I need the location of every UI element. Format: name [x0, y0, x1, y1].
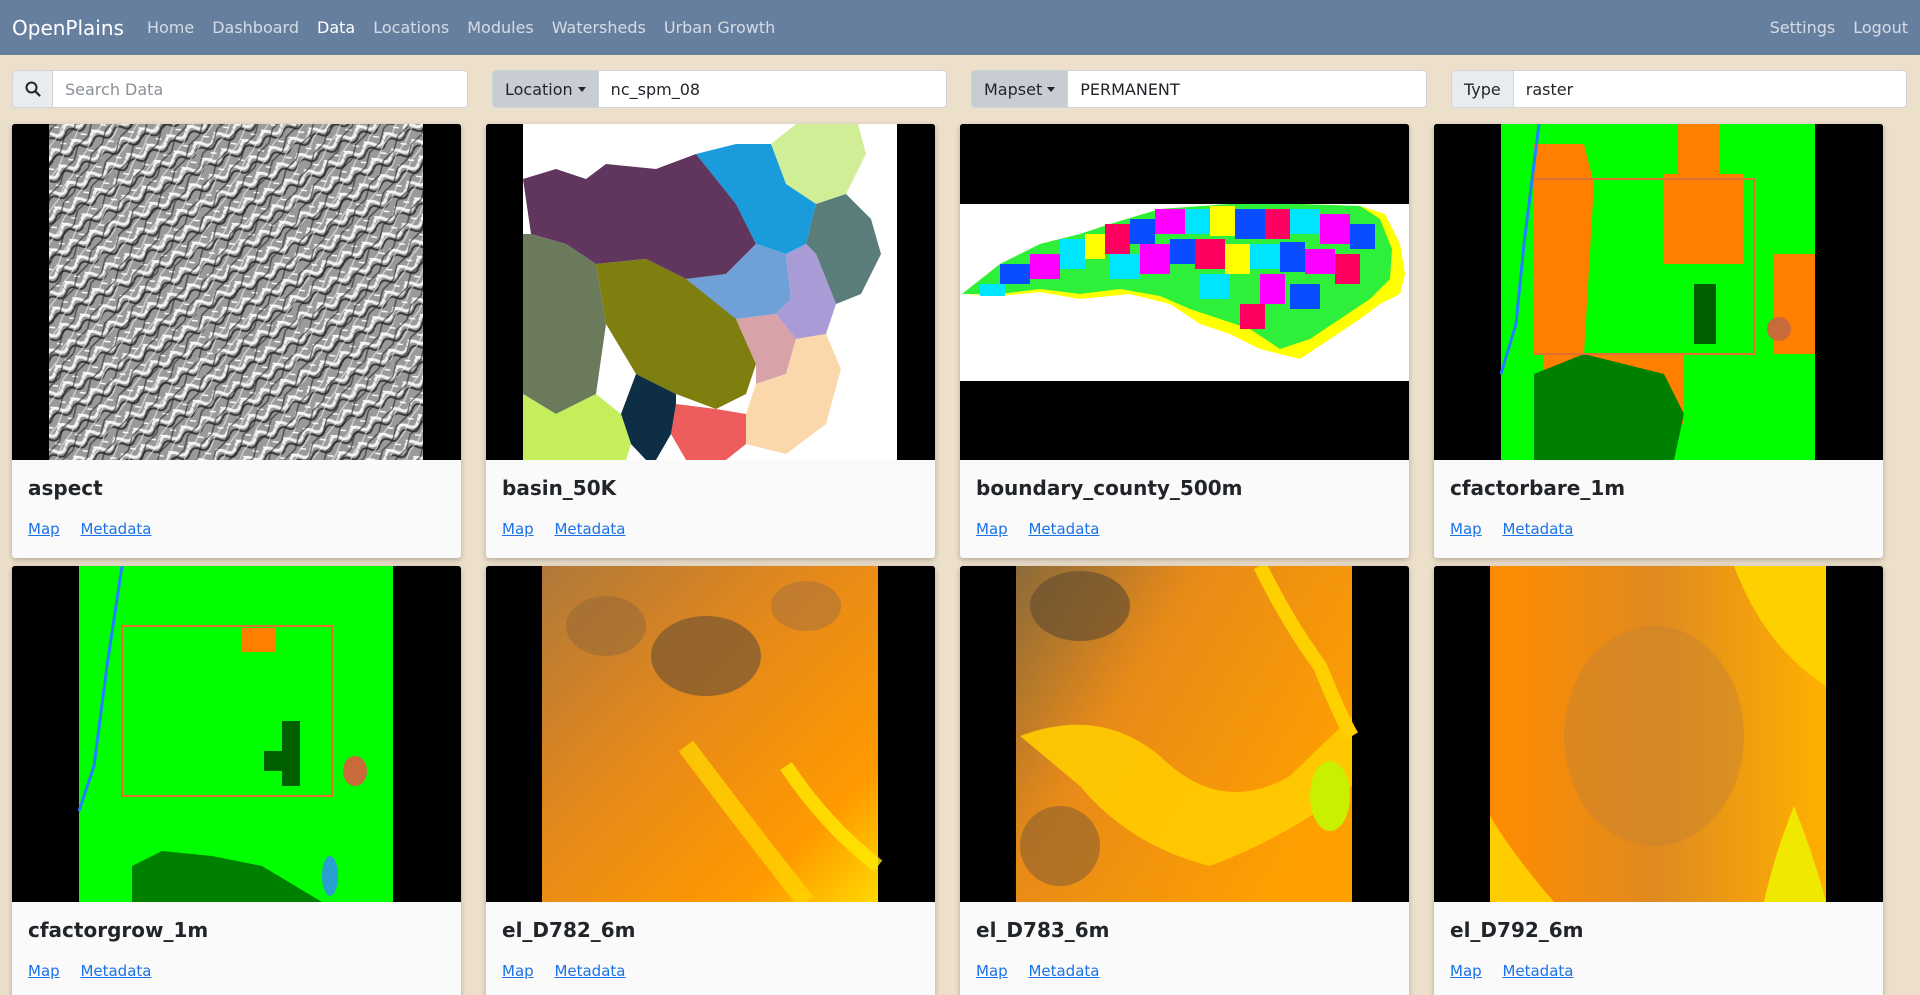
card-links: Map Metadata — [1450, 962, 1589, 980]
mapset-dropdown-button[interactable]: Mapset — [971, 70, 1068, 108]
thumbnail-boundary-county-500m[interactable] — [960, 124, 1409, 460]
nav-right-group: Settings Logout — [1752, 18, 1908, 37]
metadata-link[interactable]: Metadata — [80, 520, 152, 538]
nav-urban-growth[interactable]: Urban Growth — [663, 18, 776, 37]
card-links: Map Metadata — [502, 962, 641, 980]
map-link[interactable]: Map — [1450, 962, 1482, 980]
card-title: aspect — [28, 476, 103, 500]
data-card-cfactorgrow-1m: cfactorgrow_1m Map Metadata — [12, 566, 461, 995]
mapset-label: Mapset — [984, 79, 1043, 99]
location-group: Location nc_spm_08 — [492, 70, 947, 108]
nav-watersheds[interactable]: Watersheds — [551, 18, 646, 37]
card-title: cfactorgrow_1m — [28, 918, 209, 942]
nav-settings[interactable]: Settings — [1769, 18, 1836, 37]
card-title: el_D783_6m — [976, 918, 1110, 942]
nav-logout[interactable]: Logout — [1853, 18, 1908, 37]
location-dropdown-button[interactable]: Location — [492, 70, 598, 108]
metadata-link[interactable]: Metadata — [1502, 962, 1574, 980]
map-link[interactable]: Map — [976, 520, 1008, 538]
card-title: boundary_county_500m — [976, 476, 1243, 500]
map-link[interactable]: Map — [502, 520, 534, 538]
thumbnail-el-d782-6m[interactable] — [486, 566, 935, 902]
mapset-field[interactable]: PERMANENT — [1067, 70, 1427, 108]
card-links: Map Metadata — [28, 962, 167, 980]
data-card-el-d782-6m: el_D782_6m Map Metadata — [486, 566, 935, 995]
card-title: cfactorbare_1m — [1450, 476, 1626, 500]
data-card-basin-50k: basin_50K Map Metadata — [486, 124, 935, 558]
metadata-link[interactable]: Metadata — [554, 520, 626, 538]
metadata-link[interactable]: Metadata — [1502, 520, 1574, 538]
data-card-el-d792-6m: el_D792_6m Map Metadata — [1434, 566, 1883, 995]
metadata-link[interactable]: Metadata — [80, 962, 152, 980]
nav-modules[interactable]: Modules — [467, 18, 534, 37]
data-card-el-d783-6m: el_D783_6m Map Metadata — [960, 566, 1409, 995]
metadata-link[interactable]: Metadata — [1028, 962, 1100, 980]
map-link[interactable]: Map — [28, 962, 60, 980]
type-label: Type — [1451, 70, 1513, 108]
top-navbar: OpenPlains Home Dashboard Data Locations… — [0, 0, 1920, 55]
search-group — [12, 70, 468, 108]
chevron-down-icon — [1047, 86, 1056, 92]
thumbnail-el-d792-6m[interactable] — [1434, 566, 1883, 902]
search-button[interactable] — [12, 70, 52, 108]
nav-dashboard[interactable]: Dashboard — [212, 18, 300, 37]
type-field[interactable]: raster — [1512, 70, 1907, 108]
map-link[interactable]: Map — [976, 962, 1008, 980]
location-field[interactable]: nc_spm_08 — [597, 70, 947, 108]
card-title: basin_50K — [502, 476, 617, 500]
chevron-down-icon — [577, 86, 586, 92]
card-links: Map Metadata — [976, 962, 1115, 980]
map-link[interactable]: Map — [28, 520, 60, 538]
nav-data[interactable]: Data — [317, 18, 356, 37]
card-links: Map Metadata — [976, 520, 1115, 538]
mapset-group: Mapset PERMANENT — [971, 70, 1427, 108]
thumbnail-cfactorbare-1m[interactable] — [1434, 124, 1883, 460]
card-links: Map Metadata — [28, 520, 167, 538]
thumbnail-el-d783-6m[interactable] — [960, 566, 1409, 902]
search-input[interactable] — [52, 70, 468, 108]
brand-logo[interactable]: OpenPlains — [12, 15, 124, 40]
location-label: Location — [505, 79, 573, 99]
type-group: Type raster — [1451, 70, 1907, 108]
metadata-link[interactable]: Metadata — [554, 962, 626, 980]
card-title: el_D782_6m — [502, 918, 636, 942]
data-card-cfactorbare-1m: cfactorbare_1m Map Metadata — [1434, 124, 1883, 558]
thumbnail-basin-50k[interactable] — [486, 124, 935, 460]
metadata-link[interactable]: Metadata — [1028, 520, 1100, 538]
data-card-boundary-county-500m: boundary_county_500m Map Metadata — [960, 124, 1409, 558]
map-link[interactable]: Map — [1450, 520, 1482, 538]
map-link[interactable]: Map — [502, 962, 534, 980]
card-links: Map Metadata — [1450, 520, 1589, 538]
nav-locations[interactable]: Locations — [373, 18, 450, 37]
data-card-aspect: aspect Map Metadata — [12, 124, 461, 558]
search-icon — [25, 81, 41, 97]
nav-home[interactable]: Home — [146, 18, 195, 37]
thumbnail-cfactorgrow-1m[interactable] — [12, 566, 461, 902]
thumbnail-aspect[interactable] — [12, 124, 461, 460]
card-title: el_D792_6m — [1450, 918, 1584, 942]
card-links: Map Metadata — [502, 520, 641, 538]
